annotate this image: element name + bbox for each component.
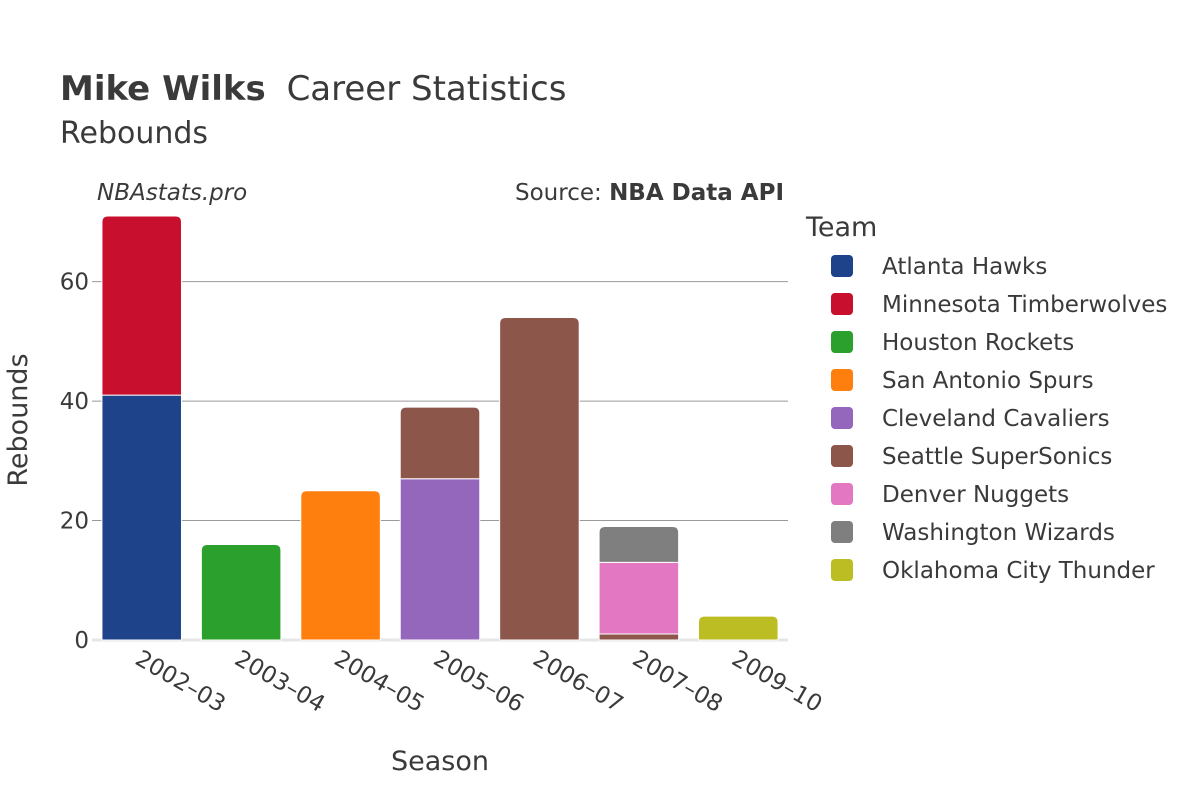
legend-label: Seattle SuperSonics [882,444,1112,470]
bar-2007–08-denver-nuggets [598,561,680,635]
legend-label: San Antonio Spurs [882,368,1094,394]
x-tick-label: 2009–10 [727,646,826,718]
x-tick-label: 2006–07 [528,646,627,718]
legend-swatch-atlanta-hawks [831,255,853,277]
legend-label: Denver Nuggets [882,482,1069,508]
legend: Team Atlanta Hawks Minnesota Timberwolves… [805,212,1167,584]
legend-swatch-denver-nuggets [831,483,853,505]
legend-label: Minnesota Timberwolves [882,292,1167,318]
player-name: Mike Wilks [60,69,266,109]
y-tick-label: 60 [60,270,89,296]
source-prefix: Source: [515,180,609,206]
legend-label: Houston Rockets [882,330,1074,356]
bar-2002–03-atlanta-hawks [101,394,182,641]
legend-swatch-washington-wizards [831,521,853,543]
x-axis-title: Season [391,746,489,777]
bar-2007–08-seattle-supersonics [598,633,680,641]
legend-label: Washington Wizards [882,520,1115,546]
bar-2003–04-houston-rockets [200,543,282,641]
site-label: NBAstats.pro [97,180,247,206]
legend-swatch-seattle-supersonics [831,445,853,467]
bar-2006–07-seattle-supersonics [499,317,580,641]
x-tick-labels: 2002–03 2003–04 2004–05 2005–06 2006–07 2007–… [131,646,827,718]
y-tick-label: 20 [60,509,89,535]
y-axis-title: Rebounds [3,353,34,486]
legend-title: Team [805,212,877,243]
y-tick-label: 40 [60,389,89,415]
bar-2007–08-washington-wizards [598,526,680,563]
legend-swatch-san-antonio-spurs [831,369,853,391]
legend-swatch-oklahoma-city-thunder [831,559,853,581]
legend-label: Oklahoma City Thunder [882,558,1155,584]
bar-2009–10-oklahoma-city-thunder [698,615,779,641]
bar-2002–03-minnesota-timberwolves [101,215,182,396]
source-label: Source: NBA Data API [515,180,784,206]
legend-label: Cleveland Cavaliers [882,406,1110,432]
y-tick-label: 0 [74,628,89,654]
bar-2005–06-cleveland-cavaliers [399,478,481,641]
x-tick-label: 2005–06 [429,646,528,718]
chart-subtitle: Rebounds [60,116,208,151]
x-tick-label: 2003–04 [230,646,329,718]
x-tick-label: 2002–03 [131,646,230,718]
legend-swatch-minnesota-timberwolves [831,293,853,315]
x-tick-label: 2004–05 [330,646,429,718]
title-rest: Career Statistics [287,69,567,109]
legend-label: Atlanta Hawks [882,254,1047,280]
legend-swatch-cleveland-cavaliers [831,407,853,429]
legend-swatch-houston-rockets [831,331,853,353]
bar-2005–06-seattle-supersonics [399,406,481,480]
bar-2004–05-san-antonio-spurs [300,490,381,641]
y-tick-labels: 0 20 40 60 [60,270,89,654]
x-tick-label: 2007–08 [628,646,727,718]
source-name: NBA Data API [609,180,784,206]
chart-title: Mike Wilks Career Statistics [60,69,566,109]
bars [101,215,779,641]
